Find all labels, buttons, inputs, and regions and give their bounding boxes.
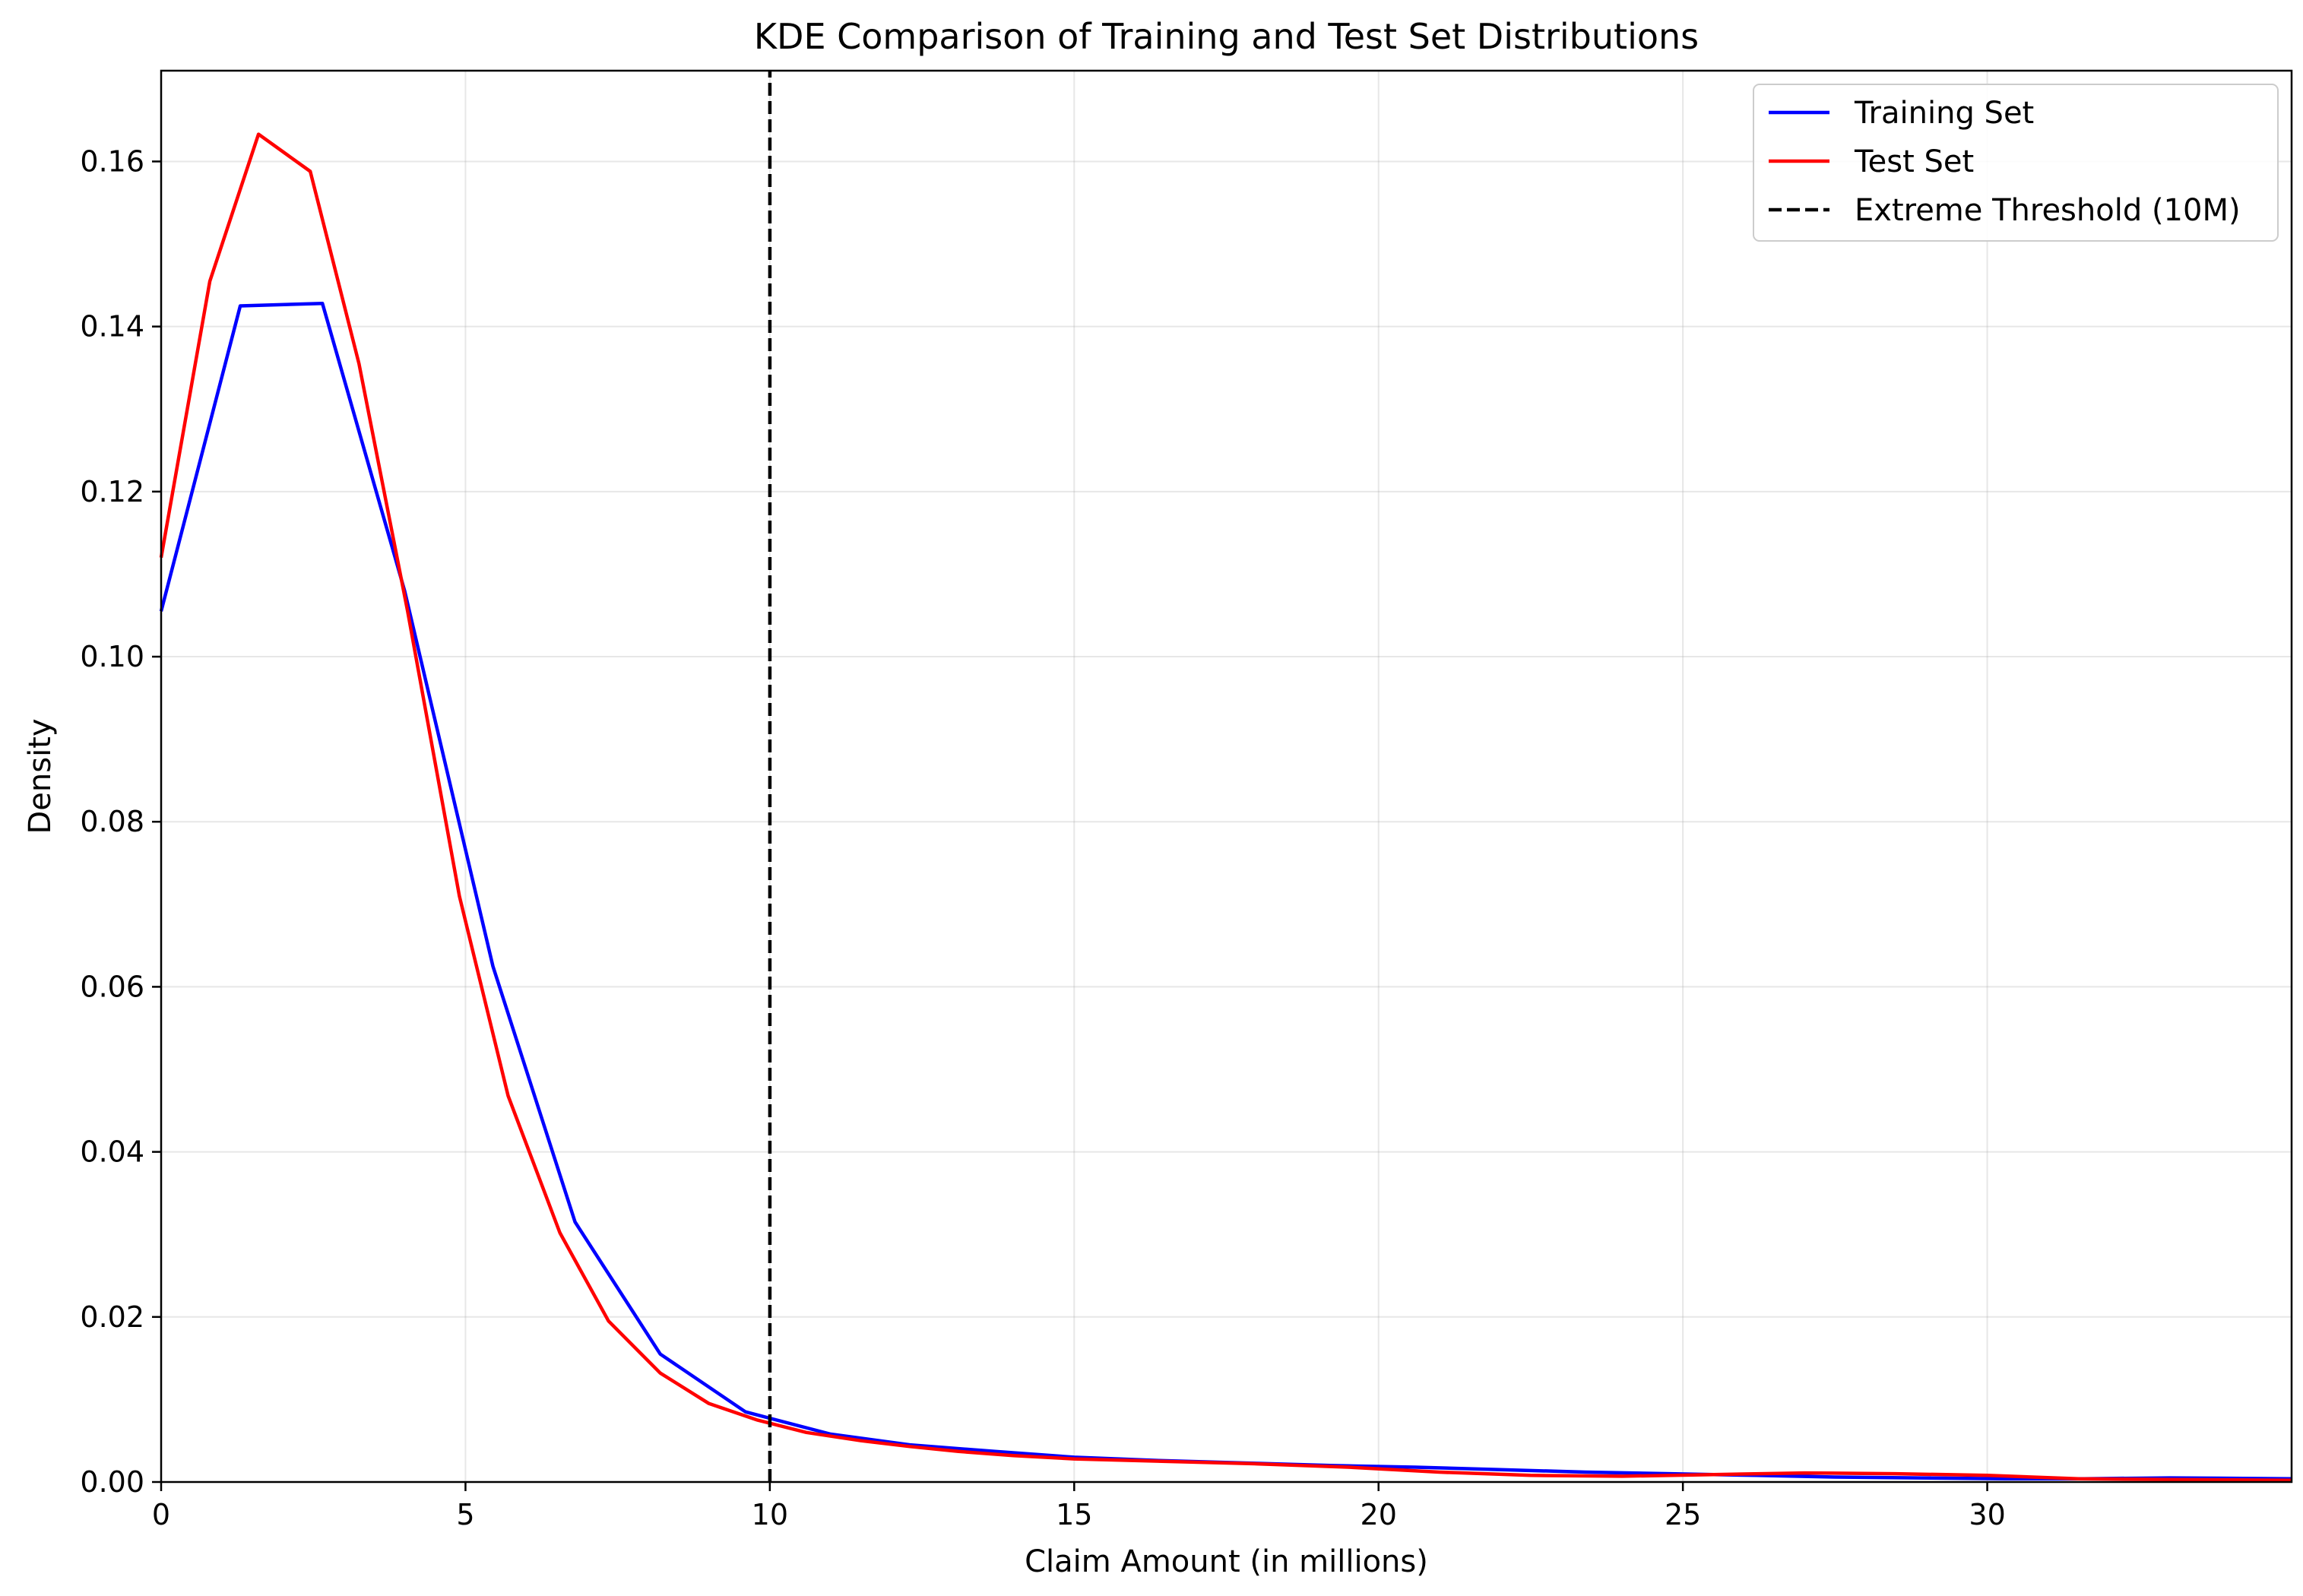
legend: Training Set Test Set Extreme Threshold (1… [1753,84,2279,242]
x-tick-label: 15 [1056,1498,1092,1531]
y-tick-label: 0.08 [80,805,144,838]
x-tick-label: 20 [1361,1498,1397,1531]
y-tick-label: 0.14 [80,310,144,344]
x-tick-label: 0 [152,1498,170,1531]
y-tick-label: 0.10 [80,640,144,673]
plot-frame [160,69,2293,1484]
y-tick-label: 0.12 [80,475,144,508]
legend-label: Training Set [1854,96,2034,131]
series-line-test-set [159,132,2292,1483]
y-axis-title: Density [23,718,58,834]
legend-box [1753,84,2279,242]
x-tick-label: 30 [1969,1498,2005,1531]
legend-label: Test Set [1854,144,1974,179]
y-tick-label: 0.16 [80,144,144,178]
axis-ticks: 0 5 10 15 20 25 30 0.00 0.02 0.04 0.06 0.08 0.10 0.12… [80,144,2005,1531]
y-tick-label: 0.00 [80,1465,144,1499]
y-tick-label: 0.06 [80,970,144,1003]
x-tick-label: 5 [456,1498,474,1531]
y-tick-label: 0.02 [80,1300,144,1334]
legend-label: Extreme Threshold (10M) [1855,193,2241,228]
chart-title: KDE Comparison of Training and Test Set … [754,16,1699,57]
x-tick-label: 25 [1665,1498,1701,1531]
x-axis-title: Claim Amount (in millions) [1025,1544,1428,1579]
x-tick-label: 10 [752,1498,788,1531]
series-lines [159,71,2292,1483]
y-tick-label: 0.04 [80,1135,144,1169]
